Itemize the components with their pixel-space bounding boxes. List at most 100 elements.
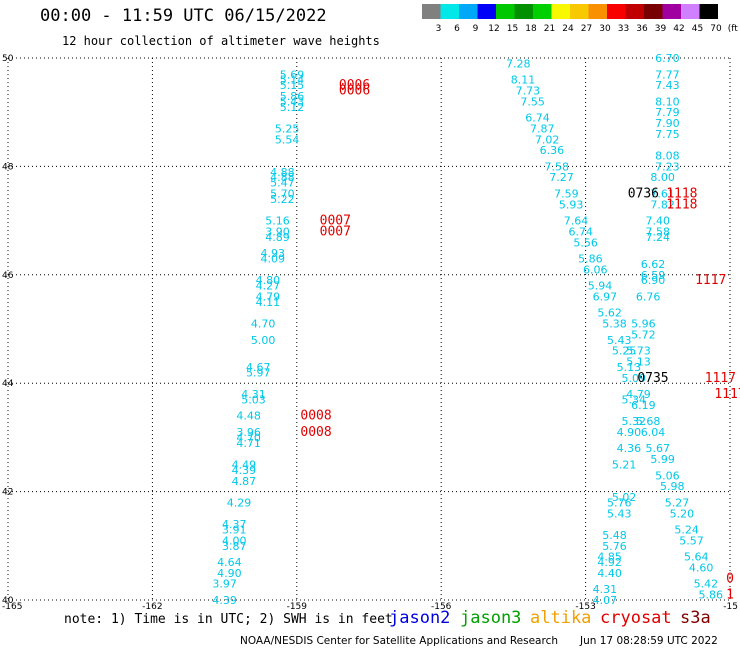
wave-height-point: 5.42 [694, 578, 719, 591]
color-swatch [440, 4, 459, 19]
wave-height-point: 5.20 [670, 507, 695, 520]
wave-height-point: 7.02 [535, 133, 560, 146]
wave-height-point: 5.25 [612, 345, 637, 358]
wave-height-point: 4.79 [626, 388, 651, 401]
wave-height-point: 5.93 [559, 198, 584, 211]
wave-height-point: 4.39 [212, 594, 237, 607]
color-swatch [533, 4, 552, 19]
wave-height-point: 6.90 [641, 274, 666, 287]
wave-height-point: 5.86 [698, 589, 723, 602]
wave-height-point: 4.89 [265, 231, 290, 244]
wave-height-point: 5.32 [621, 415, 646, 428]
wave-height-point: 8.00 [650, 171, 675, 184]
wave-height-point: 6.04 [641, 426, 666, 439]
wave-height-point: 6.70 [655, 52, 680, 65]
wave-height-point: 5.68 [636, 415, 661, 428]
wave-height-point: 7.28 [506, 57, 531, 70]
wave-height-point: 4.64 [217, 556, 242, 569]
longitude-label: -153 [575, 602, 595, 612]
color-swatch [422, 4, 441, 19]
longitude-label: -15 [723, 602, 738, 612]
orbit-time-label: 0007 [320, 214, 351, 229]
wave-height-point: 3.97 [212, 578, 237, 591]
page-subtitle: 12 hour collection of altimeter wave hei… [62, 34, 380, 48]
wave-height-point: 5.47 [270, 177, 295, 190]
wave-height-point: 5.00 [251, 334, 276, 347]
colorbar-tick-label: 15 [507, 24, 518, 34]
color-swatch [551, 4, 570, 19]
wave-height-point: 5.12 [280, 101, 305, 114]
wave-height-point: 5.02 [612, 491, 637, 504]
color-swatch [699, 4, 718, 19]
wave-height-point: 4.88 [270, 171, 295, 184]
wave-height-point: 5.97 [246, 366, 271, 379]
wave-height-point: 5.48 [602, 529, 627, 542]
wave-height-point: 6.06 [583, 263, 608, 276]
wave-height-point: 5.15 [280, 79, 305, 92]
wave-height-point: 3.96 [236, 426, 261, 439]
wave-height-point: 5.57 [679, 534, 704, 547]
orbit-time-label: 0008 [300, 425, 331, 440]
wave-height-point: 6.36 [540, 144, 565, 157]
colorbar-tick-label: 33 [618, 24, 629, 34]
wave-height-point: 5.56 [573, 236, 598, 249]
wave-height-point: 5.03 [241, 393, 266, 406]
wave-height-point: 7.73 [516, 85, 541, 98]
wave-height-point: 5.13 [626, 356, 651, 369]
colorbar-tick-label: 39 [655, 24, 667, 34]
colorbar-tick-label: 24 [562, 24, 574, 34]
longitude-label: -162 [142, 602, 162, 612]
latitude-label: 46 [2, 271, 14, 281]
colorbar-tick-label: 36 [636, 24, 648, 34]
wave-height-point: 4.36 [617, 442, 642, 455]
latitude-label: 40 [2, 596, 14, 606]
footer-timestamp: Jun 17 08:28:59 UTC 2022 [580, 635, 718, 647]
wave-height-point: 5.16 [265, 215, 290, 228]
wave-height-point: 4.29 [227, 496, 252, 509]
wave-height-point: 4.79 [256, 290, 281, 303]
latitude-label: 42 [2, 488, 13, 498]
colorbar-tick-label: 30 [599, 24, 611, 34]
wave-height-point: 7.23 [655, 160, 680, 173]
wave-height-point: 7.55 [520, 95, 545, 108]
wave-height-point: 5.22 [270, 193, 295, 206]
wave-height-point: 4.87 [232, 475, 257, 488]
orbit-time-label: 0 [726, 571, 734, 586]
wave-height-point: 4.90 [617, 426, 642, 439]
orbit-time-label: 1117 [705, 371, 736, 386]
wave-height-point: 7.77 [655, 68, 680, 81]
wave-height-point: 5.96 [631, 318, 656, 331]
wave-height-point: 8.11 [511, 74, 536, 87]
wave-height-point: 6.74 [525, 112, 550, 125]
wave-height-point: 4.27 [256, 280, 281, 293]
footer-credit: NOAA/NESDIS Center for Satellite Applica… [240, 635, 558, 647]
wave-height-point: 7.58 [544, 160, 569, 173]
wave-height-point: 5.25 [275, 122, 300, 135]
wave-height-point: 5.27 [665, 496, 690, 509]
orbit-time-label: 0735 [637, 371, 668, 386]
wave-height-point: 7.43 [655, 79, 680, 92]
wave-height-point: 6.97 [593, 290, 618, 303]
wave-height-point: 4.93 [260, 247, 285, 260]
colorbar-tick-label: 45 [692, 24, 703, 34]
colorbar-tick-label: 70 [710, 24, 722, 34]
colorbar-tick-label: 18 [525, 24, 537, 34]
wave-height-point: 7.59 [554, 188, 579, 201]
wave-height-point: 5.99 [650, 453, 675, 466]
wave-height-point: 5.43 [607, 334, 632, 347]
wave-height-point: 5.72 [631, 328, 656, 341]
latitude-label: 48 [2, 162, 14, 172]
color-swatch [477, 4, 496, 19]
wave-height-point: 5.38 [602, 318, 627, 331]
wave-height-point: 3.87 [222, 540, 247, 553]
wave-height-point: 7.75 [655, 128, 680, 141]
wave-height-point: 4.67 [246, 361, 271, 374]
colorbar-tick-label: 3 [436, 24, 442, 34]
orbit-time-label: 1117 [714, 387, 740, 402]
wave-height-point: 5.69 [280, 68, 305, 81]
color-swatch [681, 4, 700, 19]
wave-height-point: 5.09 [621, 372, 646, 385]
longitude-label: -159 [287, 602, 308, 612]
